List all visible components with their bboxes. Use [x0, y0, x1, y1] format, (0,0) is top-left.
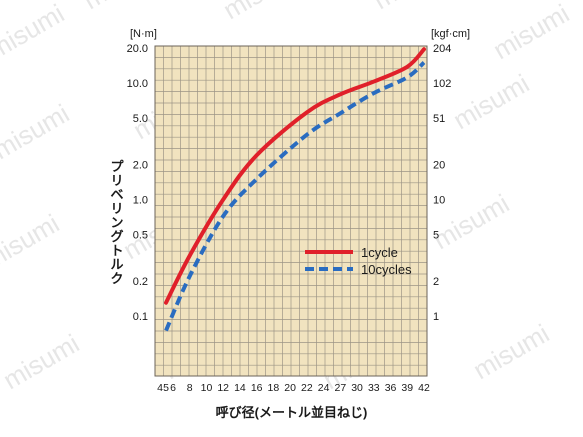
- watermark-text: misumi: [0, 208, 64, 275]
- y-tick-label-left: 20.0: [127, 43, 148, 55]
- watermark-text: misumi: [488, 0, 574, 65]
- y-tick-label-left: 0.1: [133, 311, 148, 323]
- x-tick-label: 30: [351, 382, 363, 394]
- series-line-2: [164, 61, 426, 332]
- y-tick-label-right: 1: [433, 311, 439, 323]
- watermark-text: misumi: [468, 318, 554, 385]
- x-tick-label: 6: [170, 382, 176, 394]
- y-tick-label-left: 0.2: [133, 276, 148, 288]
- y-tick-label-left: 2.0: [133, 159, 148, 171]
- y-tick-label-right: 51: [433, 113, 445, 125]
- y-tick-label-right: 10: [433, 195, 445, 207]
- watermark-text: misumi: [448, 68, 534, 135]
- y-axis-label: プリベリングトルク: [110, 159, 124, 286]
- y-tick-label-right: 20: [433, 159, 445, 171]
- watermark-text: misumi: [0, 98, 74, 165]
- x-tick-label: 27: [334, 382, 346, 394]
- watermark-text: misumi: [218, 0, 304, 25]
- y-tick-label-right: 102: [433, 78, 451, 90]
- watermark-text: misumi: [0, 328, 84, 395]
- x-tick-label: 22: [301, 382, 313, 394]
- legend-label-2: 10cycles: [361, 262, 412, 277]
- x-tick-label: 4: [157, 382, 163, 394]
- watermark-text: misumi: [368, 0, 454, 15]
- watermark-text: misumi: [78, 0, 164, 15]
- x-tick-label: 33: [368, 382, 380, 394]
- legend-label-1: 1cycle: [361, 245, 398, 260]
- y-tick-label-right: 204: [433, 43, 451, 55]
- x-tick-label: 10: [201, 382, 213, 394]
- x-tick-label: 42: [418, 382, 430, 394]
- x-tick-label: 20: [284, 382, 296, 394]
- x-tick-label: 39: [401, 382, 413, 394]
- series-line-1: [164, 47, 426, 305]
- x-tick-label: 14: [234, 382, 246, 394]
- y-tick-label-right: 5: [433, 230, 439, 242]
- y-tick-label-left: 10.0: [127, 78, 148, 90]
- watermark-text: misumi: [0, 0, 69, 65]
- x-axis-label: 呼び径(メートル並目ねじ): [215, 405, 368, 420]
- x-tick-label: 12: [217, 382, 229, 394]
- plot-frame: [154, 45, 428, 377]
- x-tick-label: 16: [251, 382, 263, 394]
- x-tick-label: 18: [268, 382, 280, 394]
- y-unit-left: [N·m]: [130, 28, 157, 40]
- y-tick-label-left: 0.5: [133, 230, 148, 242]
- y-tick-label-left: 5.0: [133, 113, 148, 125]
- y-tick-label-right: 2: [433, 276, 439, 288]
- y-tick-label-left: 1.0: [133, 195, 148, 207]
- x-tick-label: 5: [163, 382, 169, 394]
- x-tick-label: 24: [318, 382, 330, 394]
- y-unit-right: [kgf·cm]: [431, 28, 471, 40]
- x-tick-label: 8: [187, 382, 193, 394]
- x-tick-label: 36: [385, 382, 397, 394]
